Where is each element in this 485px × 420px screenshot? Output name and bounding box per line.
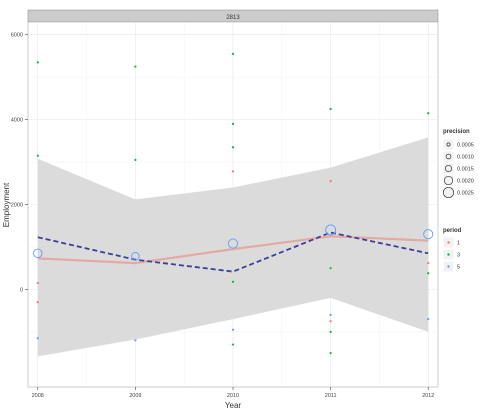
data-points xyxy=(36,52,430,355)
legend-precision: precision 0.0005 0.0010 0.0015 0.0020 0.0025 xyxy=(442,129,474,199)
data-point-period-5 xyxy=(36,337,39,340)
x-axis-title: Year xyxy=(225,401,242,410)
precision-circle xyxy=(227,238,239,249)
data-point-period-1 xyxy=(36,281,39,285)
precision-circle xyxy=(131,252,140,261)
legend-period: period 1 3 5 xyxy=(442,228,462,273)
legend-period-label: 3 xyxy=(457,253,460,259)
legend-precision-symbol xyxy=(444,164,453,173)
data-point-period-3 xyxy=(134,65,137,68)
precision-circle xyxy=(325,224,337,236)
legend-precision-symbol xyxy=(442,186,455,199)
data-point-period-5 xyxy=(231,328,235,331)
y-axis-title: Employment xyxy=(2,182,11,227)
solid-trend-line xyxy=(37,235,429,265)
legend-precision-key xyxy=(442,174,455,187)
data-point-period-3 xyxy=(427,272,430,275)
data-point-period-3 xyxy=(231,122,235,125)
data-point-period-3 xyxy=(329,330,332,333)
x-tick-label: 2008 xyxy=(32,393,44,399)
legend-precision-symbol xyxy=(446,142,451,147)
legend-period-label: 5 xyxy=(457,265,460,271)
legend-period-label: 1 xyxy=(457,241,460,247)
data-point-period-1 xyxy=(36,301,39,304)
facet-label: 2813 xyxy=(226,15,240,21)
data-point-period-1 xyxy=(329,320,332,323)
legend-precision-key xyxy=(442,162,455,175)
data-point-period-3 xyxy=(231,343,235,346)
axes: 6000 4000 2000 0 2008 2009 2010 2011 2012 xyxy=(11,33,435,399)
data-point-period-5 xyxy=(427,317,430,321)
dashed-trend-line xyxy=(37,231,429,273)
legend-precision-label: 0.0010 xyxy=(457,155,474,161)
legend-period-symbol xyxy=(447,265,450,268)
ribbon-band xyxy=(37,137,429,357)
data-point-period-3 xyxy=(231,146,235,149)
data-point-period-3 xyxy=(36,61,39,64)
data-point-period-1 xyxy=(329,180,332,183)
data-point-period-3 xyxy=(231,52,235,55)
data-point-period-3 xyxy=(134,158,137,162)
x-tick-label: 2011 xyxy=(325,393,337,399)
legend-precision-label: 0.0020 xyxy=(457,179,474,185)
x-tick-label: 2010 xyxy=(227,393,239,399)
data-point-period-3 xyxy=(329,107,332,111)
legend-period-symbol xyxy=(447,241,450,244)
legend-precision-label: 0.0005 xyxy=(457,143,474,149)
legend-precision-title: precision xyxy=(443,129,470,135)
precision-circle xyxy=(423,229,434,240)
data-point-period-3 xyxy=(231,280,235,283)
legend-precision-key xyxy=(442,150,455,163)
y-tick-label: 0 xyxy=(20,287,23,293)
legend-precision-key xyxy=(442,138,455,151)
legend-precision-label: 0.0015 xyxy=(457,167,474,173)
precision-circles xyxy=(33,224,434,261)
y-tick-label: 4000 xyxy=(11,118,23,124)
legend-period-title: period xyxy=(443,228,462,234)
data-point-period-3 xyxy=(329,351,332,355)
data-point-period-5 xyxy=(134,339,137,342)
data-point-period-3 xyxy=(36,154,39,157)
data-point-period-1 xyxy=(427,261,430,265)
y-tick-label: 6000 xyxy=(11,33,23,39)
legend-period-symbol xyxy=(447,253,450,256)
trend-lines xyxy=(37,231,429,273)
precision-circle xyxy=(33,248,43,258)
legend-precision-label: 0.0025 xyxy=(457,191,474,197)
legend-precision-symbol xyxy=(445,153,452,160)
data-point-period-3 xyxy=(329,267,332,270)
confidence-ribbon xyxy=(37,137,429,357)
x-tick-label: 2009 xyxy=(129,393,141,399)
legend-precision-symbol xyxy=(443,175,454,186)
data-point-period-5 xyxy=(329,313,332,316)
data-point-period-1 xyxy=(231,170,235,173)
data-point-period-3 xyxy=(427,112,430,115)
y-tick-label: 2000 xyxy=(11,203,23,209)
x-tick-label: 2012 xyxy=(422,393,434,399)
